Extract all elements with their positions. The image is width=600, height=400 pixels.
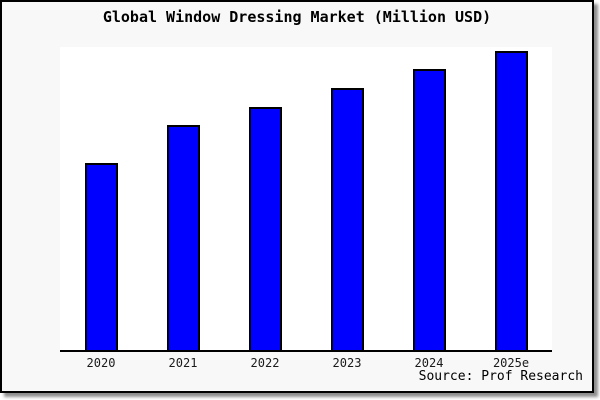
bar-slot — [60, 47, 142, 350]
x-axis-label-2023: 2023 — [332, 356, 362, 370]
x-axis-label-2025e: 2025e — [492, 356, 530, 370]
x-axis-label-2021: 2021 — [168, 356, 198, 370]
bar-slot — [306, 47, 388, 350]
bar-slot — [470, 47, 552, 350]
chart-title: Global Window Dressing Market (Million U… — [102, 8, 492, 26]
bar-2025e — [494, 50, 528, 350]
bar-slot — [224, 47, 306, 350]
chart-frame: Global Window Dressing Market (Million U… — [0, 0, 594, 393]
bar-2022 — [248, 106, 282, 350]
bar-2021 — [166, 125, 200, 350]
bar-2020 — [84, 162, 118, 350]
x-axis-labels: 2020 2021 2022 2023 2024 2025e — [60, 356, 552, 370]
x-axis-label-2022: 2022 — [250, 356, 280, 370]
bar-2023 — [330, 87, 364, 350]
bar-2024 — [412, 69, 446, 350]
plot-area — [60, 47, 552, 352]
bars — [60, 47, 552, 350]
bar-slot — [388, 47, 470, 350]
x-axis-label-2020: 2020 — [86, 356, 116, 370]
source-credit: Source: Prof Research — [418, 369, 583, 384]
x-axis-label-2024: 2024 — [414, 356, 444, 370]
bar-slot — [142, 47, 224, 350]
